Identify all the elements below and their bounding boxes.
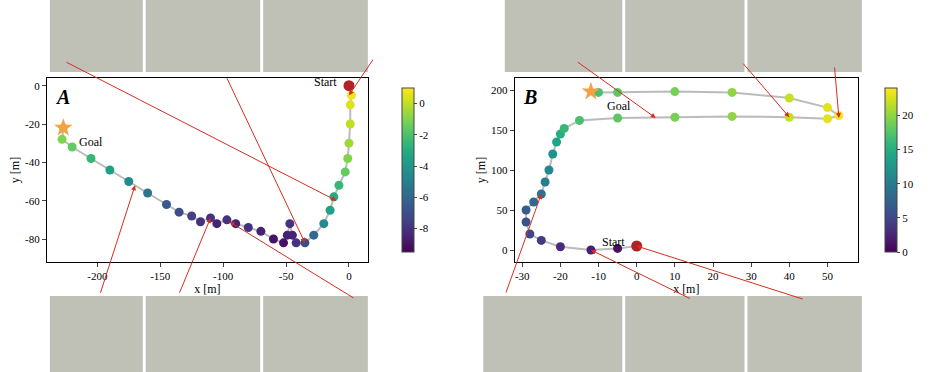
svg-text:x [m]: x [m] <box>673 282 699 296</box>
svg-text:-8: -8 <box>419 222 429 234</box>
svg-text:-2: -2 <box>419 129 428 141</box>
svg-text:-20: -20 <box>553 270 568 282</box>
svg-text:100: 100 <box>491 164 508 176</box>
svg-text:y [m]: y [m] <box>8 157 22 183</box>
svg-text:50: 50 <box>496 204 508 216</box>
svg-text:-60: -60 <box>25 195 40 207</box>
svg-text:20: 20 <box>708 270 720 282</box>
svg-text:0: 0 <box>502 244 508 256</box>
svg-text:Goal: Goal <box>79 135 103 149</box>
svg-text:B: B <box>523 86 537 108</box>
svg-text:-30: -30 <box>515 270 530 282</box>
svg-text:50: 50 <box>822 270 834 282</box>
svg-text:y [m]: y [m] <box>474 157 488 183</box>
svg-text:-10: -10 <box>591 270 606 282</box>
svg-text:A: A <box>55 86 70 108</box>
svg-text:30: 30 <box>746 270 758 282</box>
svg-text:10: 10 <box>902 178 914 190</box>
svg-text:-40: -40 <box>25 156 40 168</box>
svg-text:40: 40 <box>784 270 796 282</box>
svg-text:200: 200 <box>491 84 508 96</box>
svg-text:-50: -50 <box>279 270 294 282</box>
svg-text:-6: -6 <box>419 191 429 203</box>
svg-text:Start: Start <box>314 75 337 89</box>
svg-text:0: 0 <box>634 270 640 282</box>
svg-text:Start: Start <box>602 235 625 249</box>
svg-text:0: 0 <box>419 97 425 109</box>
svg-text:150: 150 <box>491 124 508 136</box>
svg-text:-100: -100 <box>213 270 234 282</box>
svg-text:20: 20 <box>902 109 914 121</box>
svg-text:10: 10 <box>669 270 681 282</box>
svg-text:-20: -20 <box>25 118 40 130</box>
svg-text:-4: -4 <box>419 160 429 172</box>
svg-text:15: 15 <box>902 143 914 155</box>
svg-text:x [m]: x [m] <box>194 282 220 296</box>
svg-text:-80: -80 <box>25 233 40 245</box>
svg-text:Goal: Goal <box>607 99 631 113</box>
svg-text:-200: -200 <box>87 270 108 282</box>
svg-text:5: 5 <box>902 212 908 224</box>
svg-text:0: 0 <box>34 80 40 92</box>
svg-text:0: 0 <box>346 270 352 282</box>
svg-text:0: 0 <box>902 246 908 258</box>
svg-text:-150: -150 <box>150 270 171 282</box>
